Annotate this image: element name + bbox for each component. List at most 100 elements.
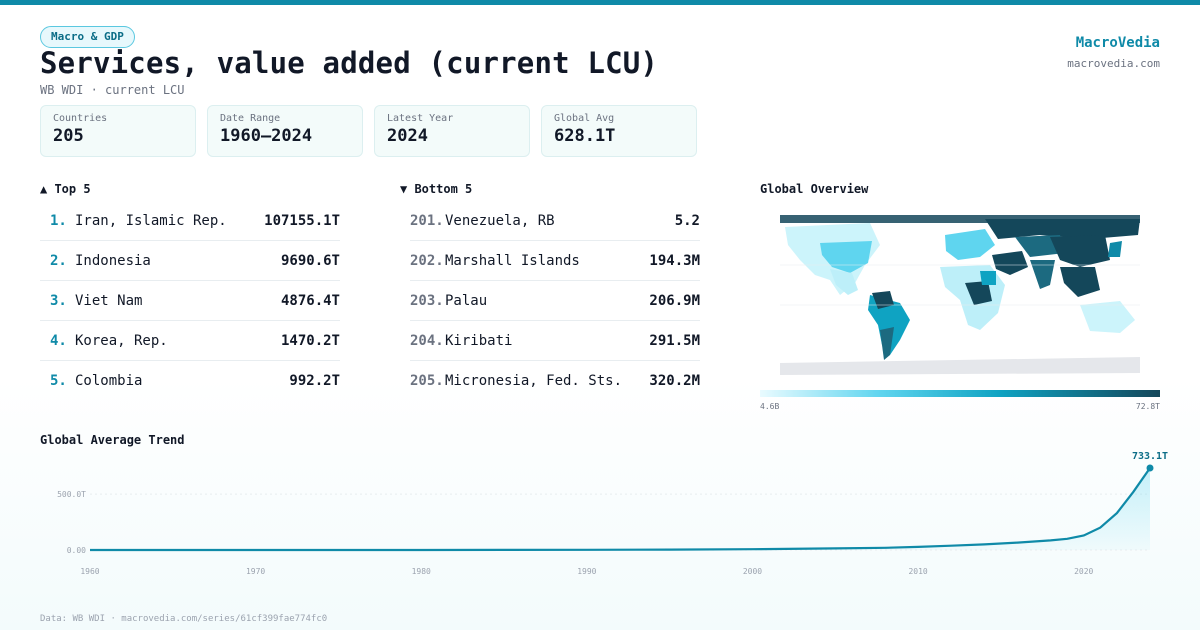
y-tick-label: 0.00 [67,546,86,555]
x-tick-label: 2000 [743,567,762,576]
page-title: Services, value added (current LCU) [40,46,659,80]
map-region-europe [945,229,995,260]
list-item[interactable]: 203. Palau 206.9M [410,281,700,321]
stat-card-global-avg: Global Avg 628.1T [541,105,697,157]
rank-number: 1. [50,212,67,229]
trend-area [90,468,1150,550]
map-region-russia [985,219,1140,239]
list-item[interactable]: 204. Kiribati 291.5M [410,321,700,361]
map-legend-gradient [760,390,1160,397]
rank-number: 5. [50,373,67,389]
x-tick-label: 1980 [412,567,431,576]
country-value: 107155.1T [264,212,340,229]
map-region-central-africa [965,281,992,305]
country-name: Palau [445,292,488,309]
stat-label: Date Range [220,113,281,124]
world-map-svg [780,215,1140,375]
brand-url[interactable]: macrovedia.com [1067,57,1160,70]
stat-value: 2024 [387,126,428,146]
list-item[interactable]: 1. Iran, Islamic Rep. 107155.1T [40,201,340,241]
country-value: 1470.2T [280,332,340,349]
list-item[interactable]: 5. Colombia 992.2T [40,361,340,401]
top5-heading: ▲ Top 5 [40,182,91,196]
legend-min-label: 4.6B [760,402,780,411]
country-name: Venezuela, RB [445,212,555,229]
country-value: 320.2M [649,373,700,389]
country-name: Korea, Rep. [75,332,168,349]
country-name: Viet Nam [75,292,143,309]
brand-name[interactable]: MacroVedia [1075,35,1160,51]
country-value: 291.5M [649,332,700,349]
stat-label: Latest Year [387,113,454,124]
stat-card-countries: Countries 205 [40,105,196,157]
trend-end-point [1146,464,1154,472]
stat-value: 1960–2024 [220,126,313,146]
bottom5-heading: ▼ Bottom 5 [400,182,473,196]
country-name: Indonesia [75,252,151,269]
bottom5-list: 201. Venezuela, RB 5.2 202. Marshall Isl… [410,201,700,401]
stat-card-date-range: Date Range 1960–2024 [207,105,363,157]
stat-value: 628.1T [554,126,616,146]
list-item[interactable]: 205. Micronesia, Fed. Sts. 320.2M [410,361,700,401]
map-region-middle-east [992,251,1028,275]
brand-block: MacroVedia macrovedia.com [1067,35,1160,70]
rank-number: 205. [410,373,444,389]
map-region-india [1030,260,1055,289]
x-tick-label: 2020 [1074,567,1093,576]
world-map[interactable] [760,205,1160,385]
rank-number: 204. [410,332,444,349]
country-name: Iran, Islamic Rep. [75,212,227,229]
rank-number: 203. [410,292,444,309]
footer-source: Data: WB WDI · macrovedia.com/series/61c… [40,614,328,624]
country-value: 206.9M [649,292,700,309]
trend-heading: Global Average Trend [40,433,185,447]
trend-end-label: 733.1T [1132,451,1168,462]
country-value: 194.3M [649,252,700,269]
map-region-colombia [872,291,894,309]
list-item[interactable]: 2. Indonesia 9690.6T [40,241,340,281]
country-value: 4876.4T [280,292,340,309]
category-badge[interactable]: Macro & GDP [40,26,135,48]
rank-number: 201. [410,212,444,229]
map-graticule [780,264,1140,306]
list-item[interactable]: 4. Korea, Rep. 1470.2T [40,321,340,361]
country-value: 9690.6T [280,252,340,269]
rank-number: 3. [50,292,67,309]
country-name: Marshall Islands [445,252,580,269]
legend-max-label: 72.8T [1135,402,1160,411]
y-tick-label: 500.0T [57,490,86,499]
stat-label: Global Avg [554,113,615,124]
list-item[interactable]: 202. Marshall Islands 194.3M [410,241,700,281]
map-region-argentina [880,327,894,360]
country-name: Kiribati [445,332,513,349]
rank-number: 4. [50,332,67,349]
rank-number: 2. [50,252,67,269]
map-heading: Global Overview [760,182,869,196]
list-item[interactable]: 3. Viet Nam 4876.4T [40,281,340,321]
country-value: 992.2T [289,373,340,389]
country-name: Micronesia, Fed. Sts. [445,373,623,389]
x-tick-label: 2010 [908,567,927,576]
map-region-china [1050,235,1110,267]
stat-card-latest-year: Latest Year 2024 [374,105,530,157]
x-tick-label: 1960 [80,567,99,576]
map-region-south-america [868,295,910,355]
map-region-australia [1080,301,1135,333]
map-region-east-africa [980,271,996,285]
x-tick-label: 1970 [246,567,265,576]
x-tick-label: 1990 [577,567,596,576]
rank-number: 202. [410,252,444,269]
trend-line [90,467,1151,552]
page-subtitle: WB WDI · current LCU [40,83,185,97]
map-region-mexico [830,269,858,295]
list-item[interactable]: 201. Venezuela, RB 5.2 [410,201,700,241]
map-region-southeast-asia [1060,267,1100,297]
map-region-antarctica [780,357,1140,375]
map-region-japan-korea [1108,241,1122,257]
trend-chart: 500.0T 0.00 1960 1970 1980 1990 2000 2010 2020 73… [57,451,1168,576]
top-accent-bar [0,0,1200,5]
stat-label: Countries [53,113,108,124]
stat-value: 205 [53,126,84,146]
top5-list: 1. Iran, Islamic Rep. 107155.1T 2. Indon… [40,201,340,401]
country-name: Colombia [75,373,143,389]
